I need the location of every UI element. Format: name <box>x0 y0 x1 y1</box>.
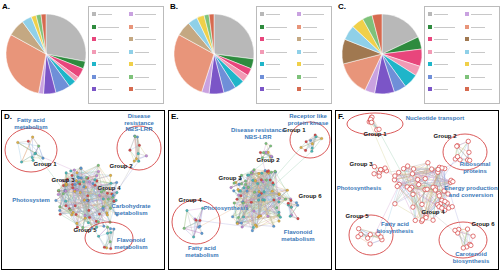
svg-text:biosynthesis: biosynthesis <box>377 228 414 234</box>
html-text:A.: A. <box>2 2 10 11</box>
svg-text:D.: D. <box>4 112 12 121</box>
svg-text:and conversion: and conversion <box>449 192 494 198</box>
svg-text:protein kinase: protein kinase <box>288 120 329 126</box>
svg-text:Photosystem: Photosystem <box>12 197 50 203</box>
svg-text:Photosynthesis: Photosynthesis <box>204 205 249 211</box>
svg-text:Group 3: Group 3 <box>51 177 75 183</box>
svg-text:Group 6: Group 6 <box>298 193 322 199</box>
svg-text:Group 4: Group 4 <box>97 185 121 191</box>
svg-text:proteins: proteins <box>463 168 487 174</box>
svg-text:Group 3: Group 3 <box>218 175 242 181</box>
svg-text:Group 4: Group 4 <box>421 209 445 215</box>
svg-text:NBS-LRR: NBS-LRR <box>245 134 273 140</box>
svg-text:E.: E. <box>171 112 179 121</box>
svg-text:biosynthesis: biosynthesis <box>453 258 490 264</box>
svg-text:Receptor like: Receptor like <box>289 113 327 119</box>
svg-text:Flavonoid: Flavonoid <box>117 237 146 243</box>
svg-text:resistance: resistance <box>124 120 154 126</box>
svg-text:Disease resistance: Disease resistance <box>231 127 286 133</box>
svg-text:Fatty acid: Fatty acid <box>17 117 45 123</box>
svg-text:Nucleotide transport: Nucleotide transport <box>406 115 465 121</box>
svg-text:Ribosomal: Ribosomal <box>460 161 491 167</box>
svg-text:NBS-LRR: NBS-LRR <box>126 126 154 132</box>
svg-text:metabolism: metabolism <box>14 124 47 130</box>
svg-text:Group 2: Group 2 <box>256 157 280 163</box>
svg-text:Fatty acid: Fatty acid <box>381 221 409 227</box>
svg-text:Group 5: Group 5 <box>73 227 97 233</box>
svg-text:Flavonoid: Flavonoid <box>284 229 313 235</box>
svg-text:Energy production: Energy production <box>444 185 498 191</box>
svg-text:metabolism: metabolism <box>114 210 147 216</box>
svg-text:metabolism: metabolism <box>281 236 314 242</box>
svg-text:Carotenoid: Carotenoid <box>455 251 487 257</box>
svg-text:F.: F. <box>338 112 344 121</box>
svg-text:Photosynthesis: Photosynthesis <box>337 185 382 191</box>
html-text:B.: B. <box>170 2 178 11</box>
svg-text:Group 3: Group 3 <box>349 161 373 167</box>
svg-text:Carbohydrate: Carbohydrate <box>111 203 151 209</box>
svg-text:Group 1: Group 1 <box>363 131 387 137</box>
svg-text:Group 2: Group 2 <box>109 163 133 169</box>
svg-text:metabolism: metabolism <box>185 252 218 258</box>
svg-text:Group 1: Group 1 <box>282 127 306 133</box>
svg-text:Fatty acid: Fatty acid <box>188 245 216 251</box>
svg-text:Group 4: Group 4 <box>178 197 202 203</box>
svg-text:metabolism: metabolism <box>114 244 147 250</box>
svg-text:Group 1: Group 1 <box>33 161 57 167</box>
svg-text:Group 2: Group 2 <box>433 133 457 139</box>
svg-text:Group 6: Group 6 <box>471 221 495 227</box>
svg-text:Disease: Disease <box>128 113 151 119</box>
svg-text:Group 5: Group 5 <box>345 213 369 219</box>
html-text:C.: C. <box>338 2 346 11</box>
